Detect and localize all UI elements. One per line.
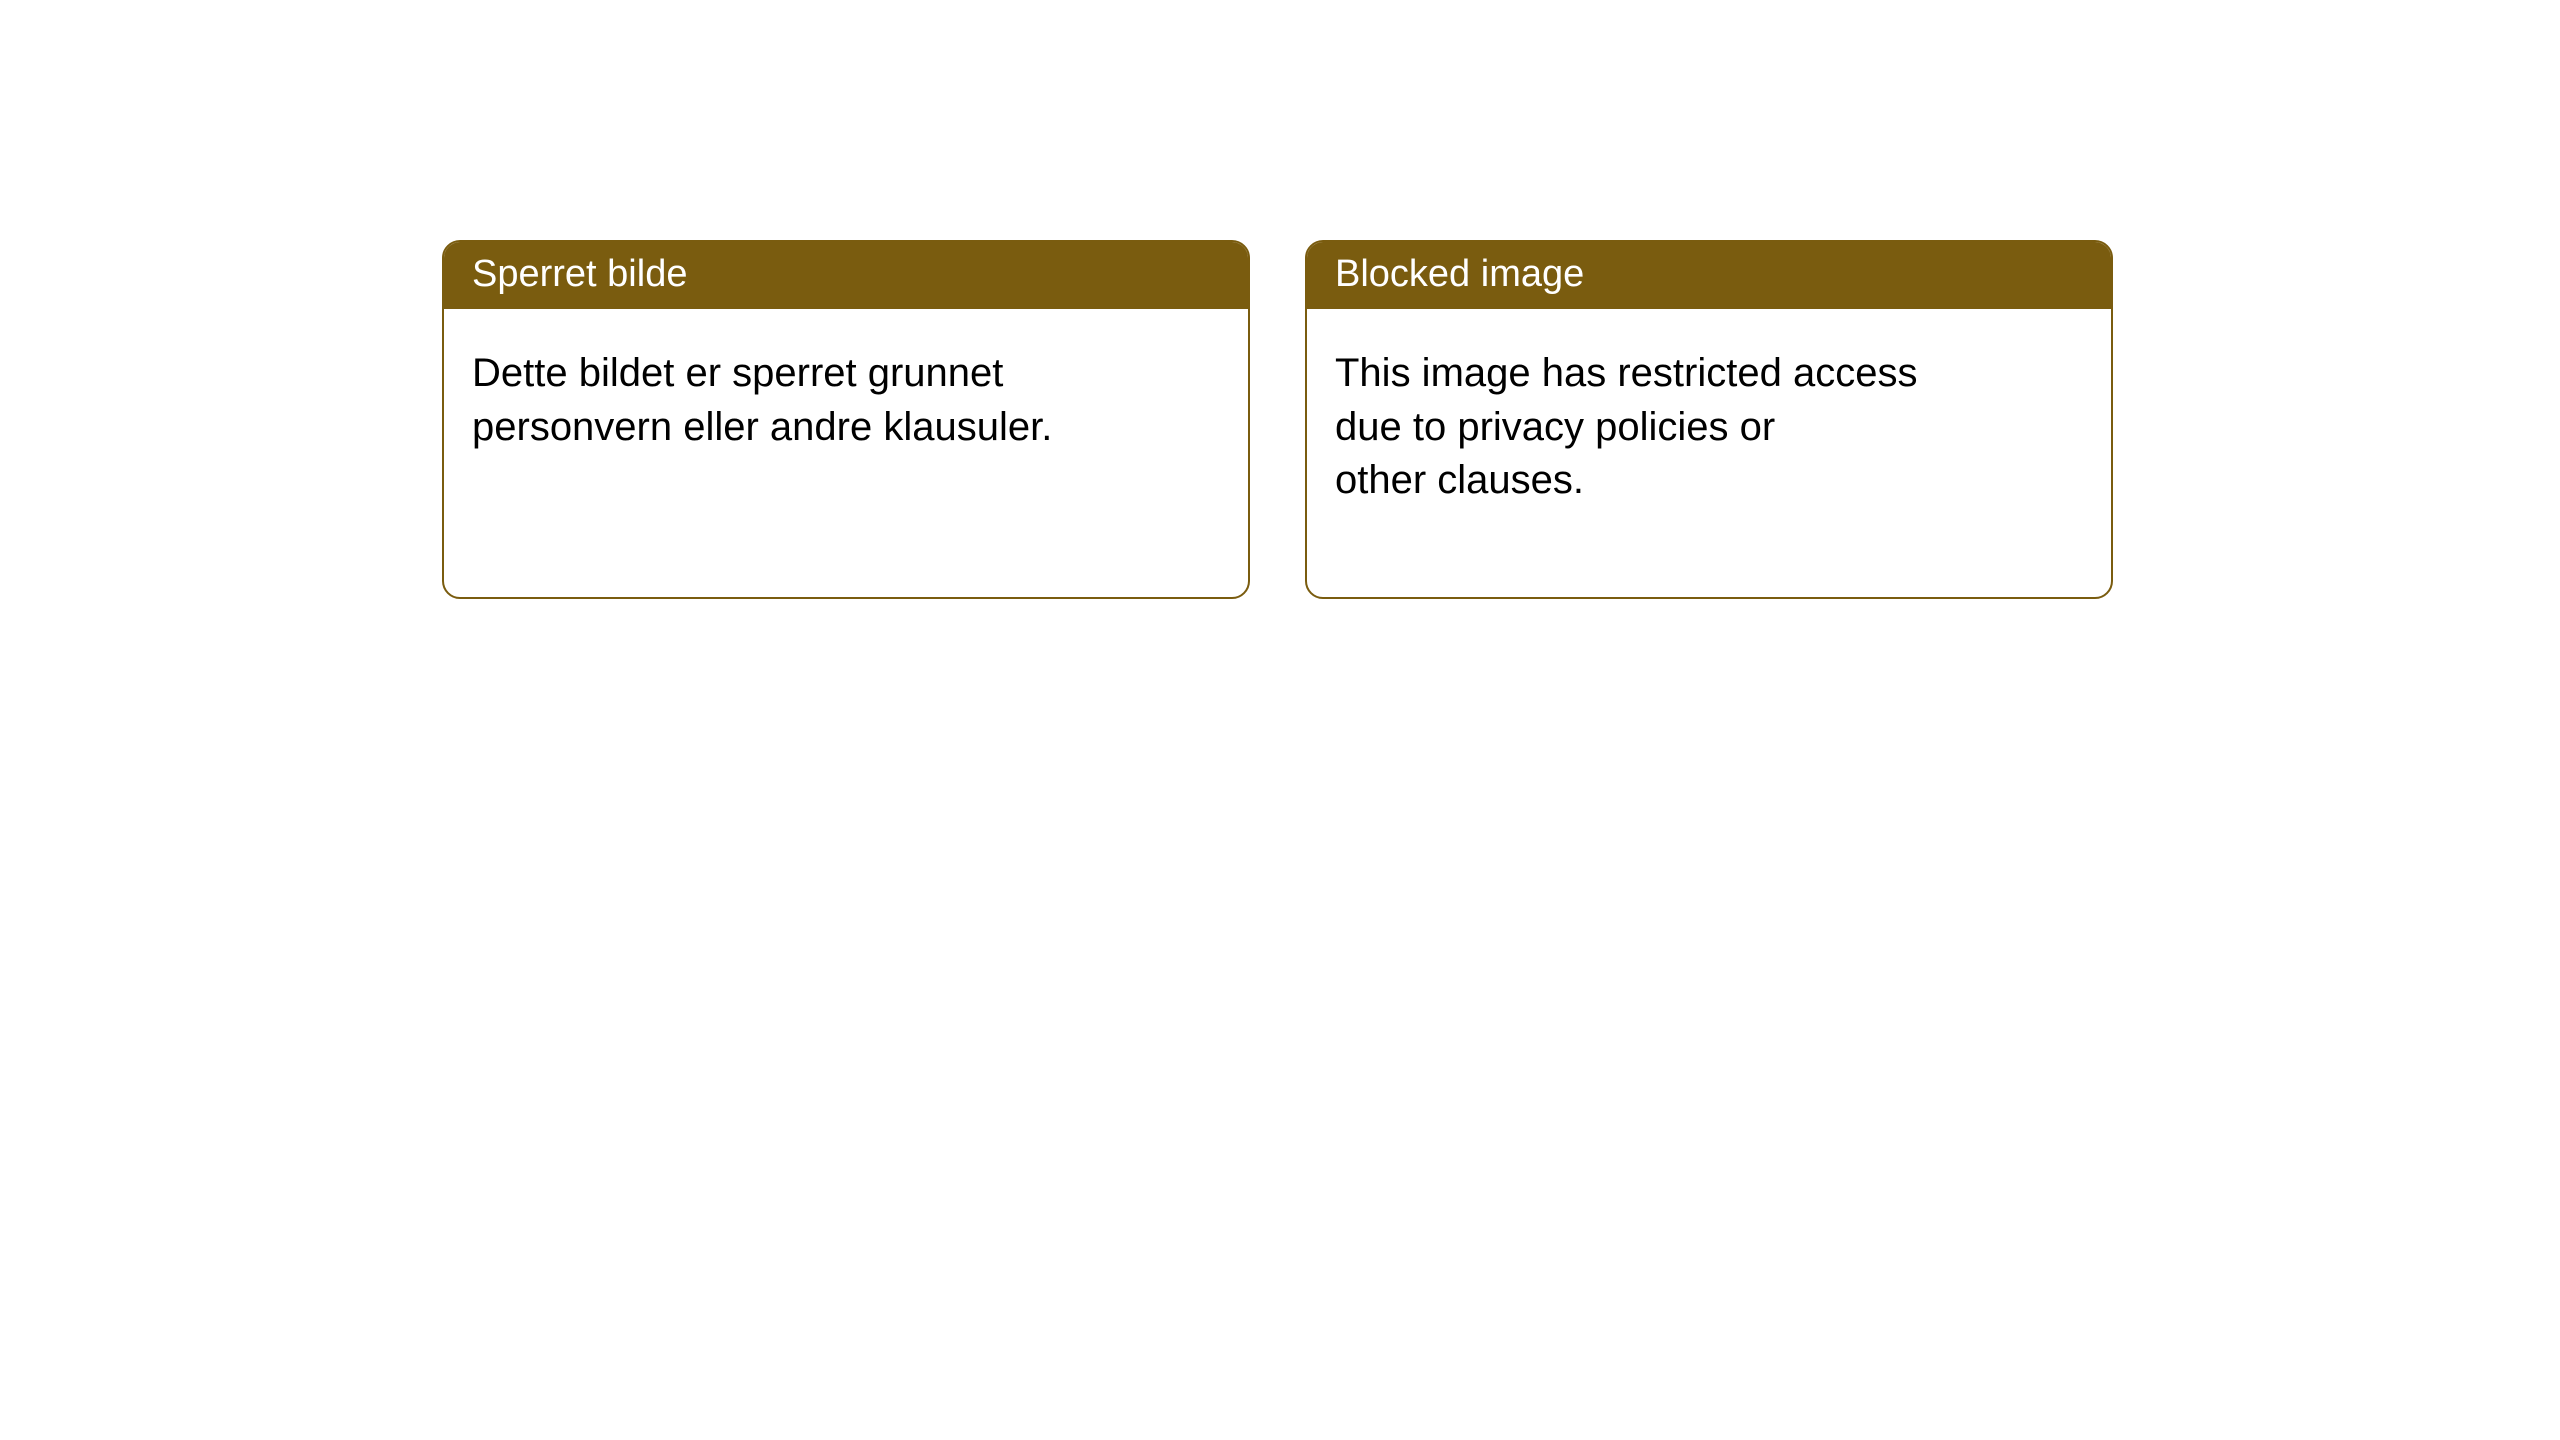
notice-body-en: This image has restricted access due to …	[1307, 309, 2111, 597]
blocked-image-notice-no: Sperret bilde Dette bildet er sperret gr…	[442, 240, 1250, 599]
notice-body-no: Dette bildet er sperret grunnet personve…	[444, 309, 1248, 543]
notice-container: Sperret bilde Dette bildet er sperret gr…	[0, 0, 2560, 599]
notice-title-no: Sperret bilde	[444, 242, 1248, 309]
blocked-image-notice-en: Blocked image This image has restricted …	[1305, 240, 2113, 599]
notice-title-en: Blocked image	[1307, 242, 2111, 309]
